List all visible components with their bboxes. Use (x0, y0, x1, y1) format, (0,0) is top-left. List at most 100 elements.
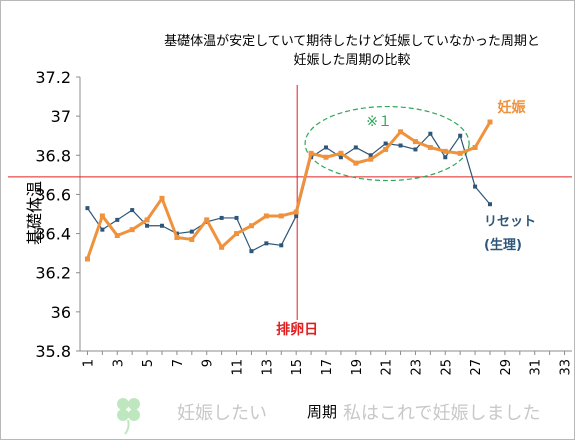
data-point-pregnant (368, 156, 374, 162)
x-tick-label: 7 (171, 359, 186, 367)
y-tick-label: 36.8 (35, 146, 71, 165)
data-point-pregnant (234, 231, 240, 237)
data-point-pregnant (308, 150, 314, 156)
x-tick-label: 15 (290, 359, 305, 376)
clover-icon (117, 398, 140, 435)
watermark-left: 妊娠したい (177, 403, 267, 424)
data-point-reset (189, 229, 194, 234)
data-point-reset (264, 241, 269, 246)
data-point-pregnant (174, 234, 180, 240)
data-point-reset (383, 141, 388, 146)
x-tick-label: 9 (201, 359, 216, 367)
y-tick-label: 35.8 (35, 342, 71, 361)
series-label-pregnant: 妊娠 (497, 99, 526, 116)
data-point-pregnant (278, 213, 284, 219)
y-tick-label: 37.2 (35, 68, 71, 87)
data-point-pregnant (457, 150, 463, 156)
series-line-pregnant (86, 121, 492, 260)
highlight-ellipse (304, 105, 470, 182)
y-tick-label: 36.4 (35, 225, 71, 244)
x-tick-label: 31 (529, 359, 544, 376)
series-label-reset-line-1: リセット (484, 215, 536, 230)
y-tick-labels: 35.8 36 36.2 36.4 36.6 36.8 37 37.2 (35, 68, 71, 361)
data-point-pregnant (442, 148, 448, 154)
data-point-pregnant (84, 256, 90, 262)
data-point-pregnant (159, 195, 165, 201)
ovulation-label: 排卵日 (276, 321, 318, 338)
data-point-pregnant (293, 209, 299, 215)
data-point-pregnant (383, 146, 389, 152)
data-point-pregnant (114, 233, 120, 239)
data-point-pregnant (99, 213, 105, 219)
data-point-reset (234, 215, 239, 220)
series-label-reset-line-2: (生理) (484, 237, 522, 253)
data-point-pregnant (323, 154, 329, 160)
data-point-reset (100, 227, 105, 232)
data-point-reset (338, 155, 343, 160)
data-point-pregnant (427, 144, 433, 150)
data-point-reset (115, 217, 120, 222)
data-point-reset (145, 223, 150, 228)
chart-title-line-1: 基礎体温が安定していて期待したけど妊娠していなかった周期と (164, 34, 540, 49)
data-point-pregnant (204, 217, 210, 223)
y-tick-label: 36.6 (35, 185, 71, 204)
data-point-pregnant (353, 160, 359, 166)
series-group (84, 119, 493, 262)
data-point-reset (443, 155, 448, 160)
x-tick-label: 27 (469, 359, 484, 376)
data-point-pregnant (248, 223, 254, 229)
data-point-reset (488, 202, 492, 207)
data-point-pregnant (219, 244, 225, 250)
x-tick-label: 13 (260, 359, 275, 376)
data-point-pregnant (144, 217, 150, 223)
x-tick-label: 19 (350, 359, 365, 376)
data-point-reset (368, 153, 373, 158)
x-tick-label: 1 (81, 359, 96, 367)
data-point-pregnant (487, 119, 493, 125)
x-axis-label: 周期 (307, 403, 337, 421)
x-tick-label: 29 (499, 359, 514, 376)
data-point-pregnant (398, 129, 404, 135)
x-tick-label: 33 (559, 359, 574, 376)
data-point-pregnant (412, 139, 418, 145)
x-tick-label: 21 (380, 359, 395, 376)
x-tick-label: 25 (439, 359, 454, 376)
x-tick-label: 11 (231, 359, 246, 376)
data-point-reset (473, 184, 478, 189)
data-point-reset (428, 131, 433, 136)
x-tick-label: 17 (320, 359, 335, 376)
data-point-pregnant (472, 144, 478, 150)
data-point-reset (279, 243, 284, 248)
x-tick-labels: 1 3 5 7 9 11 13 15 17 19 21 23 25 27 29 31 33 (81, 359, 573, 376)
x-tick-label: 3 (111, 359, 126, 367)
data-point-reset (353, 145, 358, 150)
axes (76, 76, 572, 355)
data-point-reset (458, 133, 463, 138)
y-tick-label: 36 (51, 303, 71, 322)
data-point-pregnant (263, 213, 269, 219)
y-tick-label: 36.2 (35, 264, 71, 283)
data-point-reset (324, 145, 328, 150)
data-point-reset (85, 206, 90, 211)
data-point-reset (294, 213, 299, 218)
data-point-reset (160, 223, 164, 228)
y-tick-label: 37 (51, 107, 71, 126)
x-tick-label: 23 (409, 359, 424, 376)
x-tick-label: 5 (141, 359, 156, 367)
note-marker-label: ※１ (366, 114, 392, 130)
data-point-pregnant (189, 236, 195, 242)
data-point-reset (413, 147, 418, 152)
luteal-phase-ellipse (304, 105, 470, 182)
watermark-right: 私はこれで妊娠しました (343, 403, 540, 424)
data-point-reset (219, 215, 224, 220)
data-point-pregnant (338, 150, 344, 156)
y-axis-label: 基礎体温 (25, 181, 44, 245)
data-point-reset (130, 208, 135, 213)
data-point-reset (249, 249, 254, 254)
data-point-pregnant (129, 227, 135, 233)
series-line-reset (86, 133, 491, 252)
data-point-reset (398, 143, 403, 148)
chart-title-line-2: 妊娠した周期の比較 (293, 53, 410, 68)
